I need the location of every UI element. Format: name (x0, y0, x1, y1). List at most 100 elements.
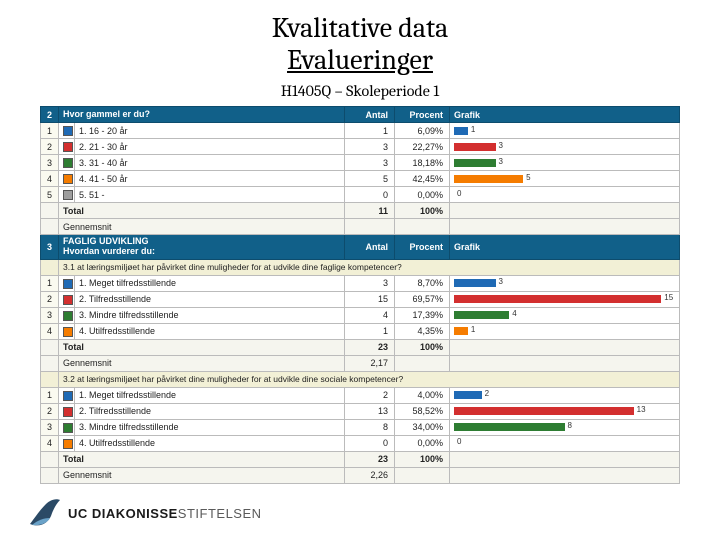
count-value: 0 (345, 187, 395, 203)
bar-cell: 1 (450, 123, 680, 139)
row-number: 5 (41, 187, 59, 203)
bar-label: 3 (499, 157, 503, 166)
section-header: 2 Hvor gammel er du? Antal Procent Grafi… (41, 107, 680, 123)
title-block: Kvalitative data Evalueringer H1405Q – S… (0, 0, 720, 100)
bar-label: 13 (637, 405, 646, 414)
percent-value: 6,09% (395, 123, 450, 139)
page-subtitle: H1405Q – Skoleperiode 1 (0, 82, 720, 100)
count-value: 3 (345, 139, 395, 155)
bar-wrap: 1 (454, 326, 675, 336)
row-number: 4 (41, 323, 59, 339)
bar-cell: 2 (450, 387, 680, 403)
swatch-cell (59, 307, 75, 323)
option-row: 1 1. 16 - 20 år 1 6,09% 1 (41, 123, 680, 139)
row-number: 3 (41, 419, 59, 435)
logo-brand-2: STIFTELSEN (178, 506, 262, 521)
bar-cell: 1 (450, 323, 680, 339)
swatch-cell (59, 139, 75, 155)
count-value: 1 (345, 323, 395, 339)
bar (454, 279, 496, 287)
swatch-cell (59, 323, 75, 339)
bar-wrap: 0 (454, 190, 675, 200)
bar-wrap: 13 (454, 406, 675, 416)
total-row: Total 23 100% (41, 339, 680, 355)
bar-cell: 3 (450, 275, 680, 291)
option-row: 5 5. 51 - 0 0,00% 0 (41, 187, 680, 203)
color-swatch (63, 126, 73, 136)
swatch-cell (59, 387, 75, 403)
option-label: 2. Tilfredsstillende (75, 291, 345, 307)
bar-cell: 15 (450, 291, 680, 307)
bar (454, 311, 509, 319)
bar-label: 3 (499, 277, 503, 286)
bar (454, 423, 565, 431)
bar-cell: 8 (450, 419, 680, 435)
percent-value: 4,35% (395, 323, 450, 339)
option-row: 2 2. Tilfredsstillende 13 58,52% 13 (41, 403, 680, 419)
logo-brand-1: UC DIAKONISSE (68, 506, 178, 521)
option-label: 5. 51 - (75, 187, 345, 203)
color-swatch (63, 158, 73, 168)
option-label: 2. Tilfredsstillende (75, 403, 345, 419)
option-row: 2 2. 21 - 30 år 3 22,27% 3 (41, 139, 680, 155)
bar-wrap: 3 (454, 158, 675, 168)
bar-cell: 13 (450, 403, 680, 419)
percent-value: 18,18% (395, 155, 450, 171)
swatch-cell (59, 187, 75, 203)
percent-value: 0,00% (395, 187, 450, 203)
option-row: 1 1. Meget tilfredsstillende 3 8,70% 3 (41, 275, 680, 291)
color-swatch (63, 142, 73, 152)
bar-wrap: 4 (454, 310, 675, 320)
color-swatch (63, 311, 73, 321)
percent-value: 0,00% (395, 435, 450, 451)
color-swatch (63, 423, 73, 433)
logo-text: UC DIAKONISSESTIFTELSEN (68, 506, 262, 521)
bar-wrap: 2 (454, 390, 675, 400)
row-number: 2 (41, 403, 59, 419)
bar (454, 159, 496, 167)
bar (454, 327, 468, 335)
survey-container: 2 Hvor gammel er du? Antal Procent Grafi… (40, 106, 680, 484)
bar (454, 175, 523, 183)
color-swatch (63, 279, 73, 289)
percent-value: 4,00% (395, 387, 450, 403)
sub-question: 3.2 at læringsmiljøet har påvirket dine … (41, 371, 680, 387)
percent-value: 17,39% (395, 307, 450, 323)
option-label: 4. Utilfredsstillende (75, 323, 345, 339)
average-row: Gennemsnit (41, 219, 680, 235)
bar-label: 0 (457, 189, 461, 198)
count-value: 5 (345, 171, 395, 187)
bar-label: 4 (512, 309, 516, 318)
bar-label: 8 (568, 421, 572, 430)
bar-wrap: 15 (454, 294, 675, 304)
row-number: 4 (41, 171, 59, 187)
page-title-line1: Kvalitative data (0, 12, 720, 44)
swatch-cell (59, 275, 75, 291)
bar-label: 2 (485, 389, 489, 398)
total-row: Total 23 100% (41, 451, 680, 467)
color-swatch (63, 407, 73, 417)
bar-wrap: 5 (454, 174, 675, 184)
section-header: 3 FAGLIG UDVIKLINGHvordan vurderer du: A… (41, 235, 680, 260)
option-row: 3 3. 31 - 40 år 3 18,18% 3 (41, 155, 680, 171)
bar-wrap: 1 (454, 126, 675, 136)
option-label: 4. Utilfredsstillende (75, 435, 345, 451)
count-value: 13 (345, 403, 395, 419)
page-title-line2: Evalueringer (0, 44, 720, 76)
average-row: Gennemsnit 2,26 (41, 467, 680, 483)
option-row: 1 1. Meget tilfredsstillende 2 4,00% 2 (41, 387, 680, 403)
swatch-cell (59, 403, 75, 419)
count-value: 2 (345, 387, 395, 403)
bar-wrap: 3 (454, 278, 675, 288)
average-row: Gennemsnit 2,17 (41, 355, 680, 371)
color-swatch (63, 391, 73, 401)
bar-label: 5 (526, 173, 530, 182)
row-number: 1 (41, 123, 59, 139)
row-number: 3 (41, 307, 59, 323)
count-value: 3 (345, 275, 395, 291)
bar-label: 1 (471, 325, 475, 334)
bar (454, 295, 661, 303)
option-label: 1. Meget tilfredsstillende (75, 387, 345, 403)
option-label: 1. 16 - 20 år (75, 123, 345, 139)
option-label: 3. Mindre tilfredsstillende (75, 419, 345, 435)
